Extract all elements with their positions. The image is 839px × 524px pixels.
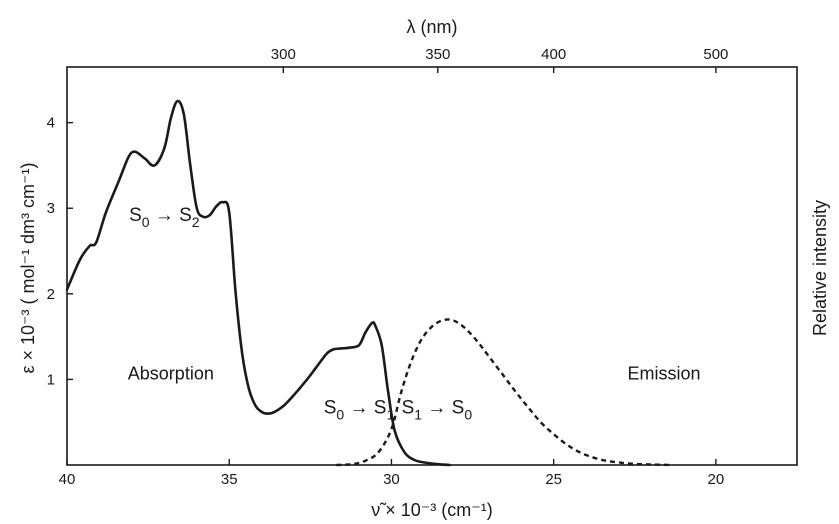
right-axis-label: Relative intensity [810,200,830,336]
transition-label-s1s0: S1 → S0 [402,398,473,423]
annotation-absorption: Absorption [128,363,214,383]
transition-label-s0s1: S0 → S1 [324,398,395,423]
transition-label-s0s2: S0 → S2 [129,205,200,230]
x-tick-label: 25 [545,471,562,488]
top-tick-label: 500 [703,46,728,63]
absorption-curve [65,99,452,467]
top-tick-label: 350 [425,46,450,63]
x-tick-label: 20 [708,471,725,488]
y-axis-label: ε × 10⁻³ ( mol⁻¹ dm³ cm⁻¹) [18,162,38,373]
emission-curve [336,318,671,467]
x-tick-label: 35 [221,471,238,488]
annotation-emission: Emission [627,363,700,383]
x-axis-label: ν̃ × 10⁻³ (cm⁻¹) [371,500,493,520]
y-tick-label: 3 [47,200,55,217]
plot-frame [66,66,798,466]
top-tick-label: 300 [271,46,296,63]
top-axis-label: λ (nm) [407,17,458,37]
top-tick-label: 400 [541,46,566,63]
x-tick-label: 30 [383,471,400,488]
y-tick-label: 2 [47,286,55,303]
y-tick-label: 1 [47,371,55,388]
x-tick-label: 40 [59,471,76,488]
y-tick-label: 4 [47,115,55,132]
